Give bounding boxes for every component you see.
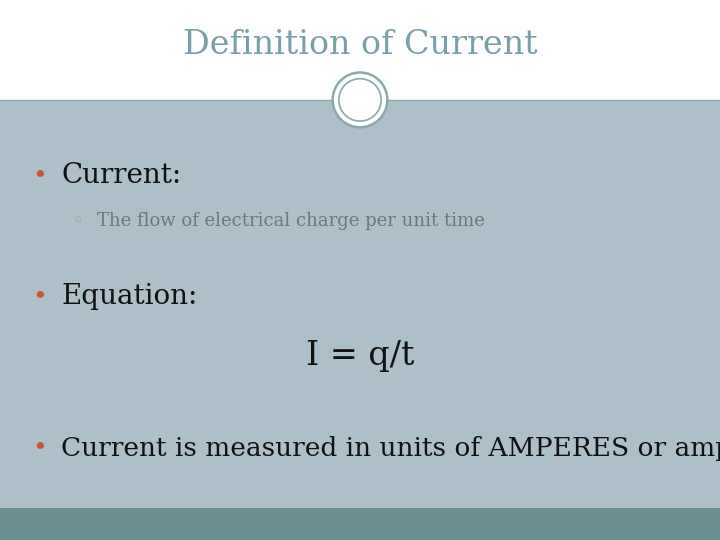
Text: Definition of Current: Definition of Current: [183, 29, 537, 61]
Text: ◦: ◦: [72, 212, 83, 231]
FancyBboxPatch shape: [0, 0, 720, 100]
Text: •: •: [32, 164, 47, 187]
Text: •: •: [32, 436, 47, 460]
Text: I = q/t: I = q/t: [306, 340, 414, 373]
Text: The flow of electrical charge per unit time: The flow of electrical charge per unit t…: [97, 212, 485, 231]
Text: •: •: [32, 285, 47, 309]
Text: Equation:: Equation:: [61, 284, 197, 310]
Ellipse shape: [333, 72, 387, 127]
FancyBboxPatch shape: [0, 508, 720, 540]
Text: Current is measured in units of AMPERES or amps: Current is measured in units of AMPERES …: [61, 436, 720, 461]
Text: Current:: Current:: [61, 162, 181, 189]
